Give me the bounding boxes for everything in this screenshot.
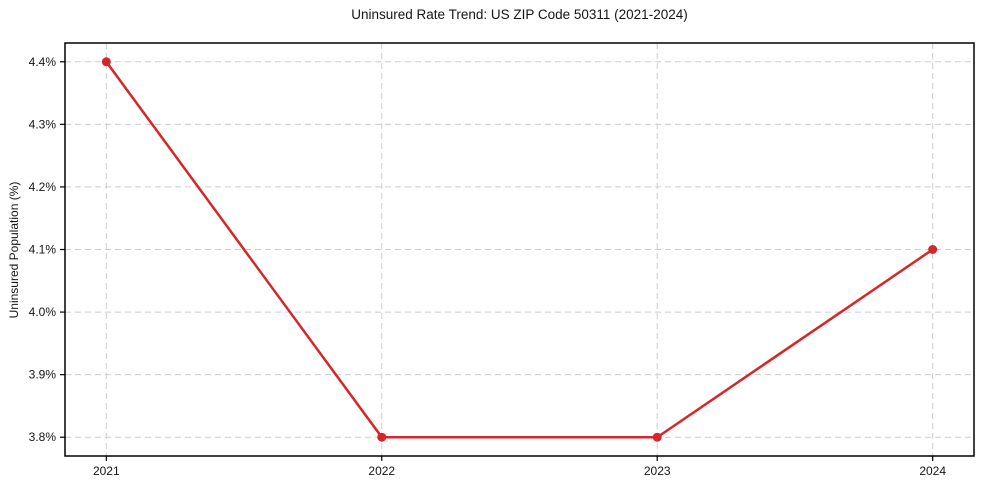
y-tick-label: 4.3% <box>29 117 57 131</box>
x-tick-label: 2024 <box>919 464 946 478</box>
trend-line <box>105 60 934 439</box>
y-tick-label: 4.2% <box>29 180 57 194</box>
x-tick-label: 2021 <box>93 464 120 478</box>
chart-title: Uninsured Rate Trend: US ZIP Code 50311 … <box>351 7 688 22</box>
y-tick-label: 3.8% <box>29 430 57 444</box>
y-tick-label: 4.1% <box>29 243 57 257</box>
y-tick-label: 4.0% <box>29 305 57 319</box>
data-point <box>928 245 938 254</box>
data-point <box>377 432 387 442</box>
data-point <box>101 57 111 67</box>
axis-border <box>64 42 975 457</box>
data-point <box>652 432 662 442</box>
x-tick-label: 2022 <box>368 464 395 478</box>
y-tick-label: 3.9% <box>29 368 57 382</box>
y-tick-label: 4.4% <box>29 55 57 69</box>
x-tick-label: 2023 <box>644 464 671 478</box>
